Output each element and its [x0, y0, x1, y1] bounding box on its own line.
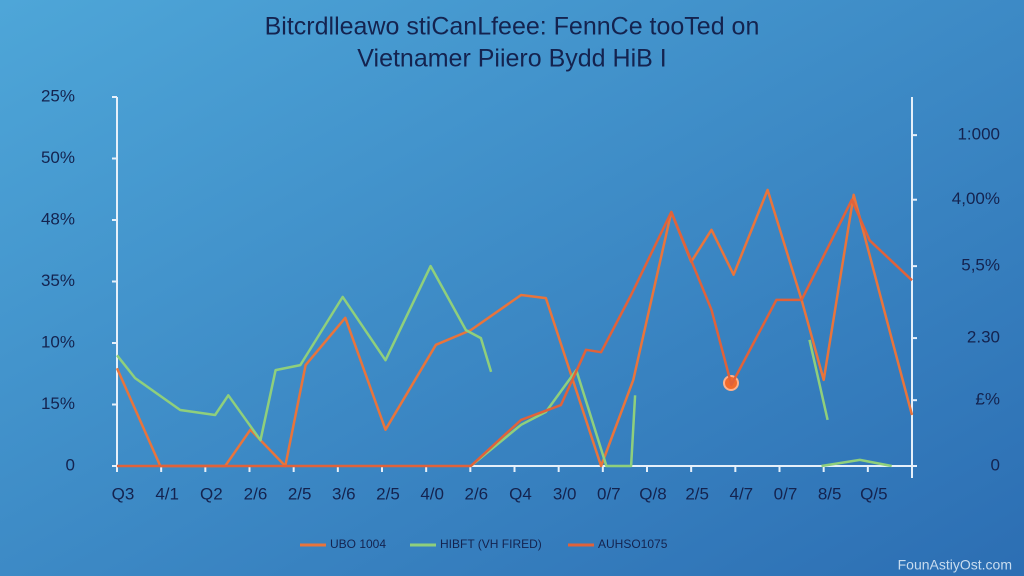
y2-tick-label: £%: [975, 390, 1000, 409]
x-tick-label: Q4: [509, 484, 532, 503]
x-tick-label: 4/1: [155, 484, 179, 503]
x-tick-label: 2/6: [465, 484, 489, 503]
y-tick-label: 0: [66, 455, 75, 474]
x-tick-label: 3/6: [332, 484, 356, 503]
x-tick-label: 4/0: [420, 484, 444, 503]
y2-tick-label: 2.30: [967, 328, 1000, 347]
y-tick-label: 50%: [41, 148, 75, 167]
x-tick-label: 2/5: [288, 484, 312, 503]
y-tick-label: 35%: [41, 271, 75, 290]
x-tick-label: 4/7: [730, 484, 754, 503]
y2-tick-label: 4,00%: [952, 189, 1000, 208]
watermark: FounAstiyOst.com: [898, 557, 1012, 573]
y-tick-label: 15%: [41, 394, 75, 413]
y-tick-label: 48%: [41, 209, 75, 228]
chart-title: Bitcrdlleawo stiCanLfeee: FennCe tooTed …: [265, 13, 760, 41]
x-tick-label: Q2: [200, 484, 223, 503]
y2-tick-label: 5,5%: [961, 256, 1000, 275]
series-line: [117, 198, 913, 468]
x-tick-label: 2/5: [685, 484, 709, 503]
x-tick-label: 0/7: [774, 484, 798, 503]
x-tick-label: Q/5: [860, 484, 887, 503]
x-tick-label: 2/5: [376, 484, 400, 503]
series-line: [115, 188, 914, 468]
x-tick-label: 3/0: [553, 484, 577, 503]
chart-subtitle: Vietnamer Piiero Bydd HiB I: [357, 45, 666, 73]
legend-label: UBO 1004: [330, 537, 386, 551]
x-tick-label: Q/8: [639, 484, 666, 503]
legend-label: AUHSO1075: [598, 537, 668, 551]
legend-label: HIBFT (VH FIRED): [440, 537, 542, 551]
y2-tick-label: 1:000: [957, 125, 1000, 144]
x-tick-label: Q3: [112, 484, 135, 503]
x-tick-label: 2/6: [244, 484, 268, 503]
x-tick-label: 0/7: [597, 484, 621, 503]
y2-tick-label: 0: [991, 455, 1000, 474]
x-tick-label: 8/5: [818, 484, 842, 503]
y-tick-label: 25%: [41, 86, 75, 105]
y-tick-label: 10%: [41, 332, 75, 351]
